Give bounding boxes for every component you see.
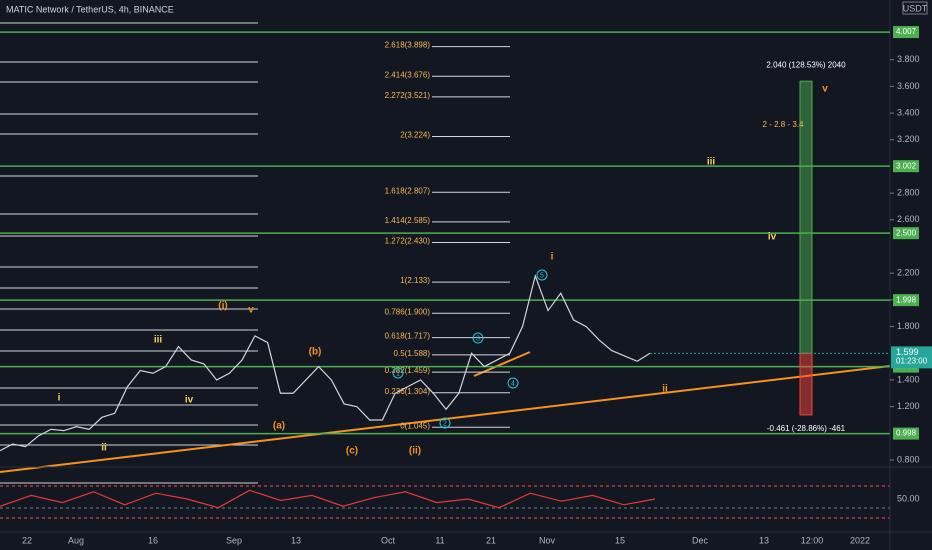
wave-label: ii — [662, 384, 668, 395]
x-tick-label: 11 — [435, 535, 444, 545]
currency: USDT — [903, 3, 928, 13]
wave-number: 3 — [476, 335, 480, 342]
x-tick-label: 15 — [615, 535, 625, 545]
profit-label: 2.040 (128.53%) 2040 — [766, 60, 846, 69]
wave-number: 4 — [511, 380, 515, 387]
y-tick-label: 1.800 — [897, 321, 920, 331]
wave-label: ii — [101, 443, 107, 454]
wave-label: (a) — [273, 421, 285, 432]
wave-label: (b) — [309, 347, 322, 358]
wave-circle — [507, 377, 519, 389]
y-tick-label: 3.200 — [897, 134, 920, 144]
y-tick-label: 1.200 — [897, 401, 920, 411]
x-tick-label: Sep — [226, 535, 242, 545]
fib-label: 0(1.045) — [400, 421, 430, 430]
fib-label: 1.414(2.585) — [385, 216, 431, 225]
level-label: 3.002 — [896, 161, 917, 170]
level-box — [893, 427, 919, 440]
fib-label: 2.414(3.676) — [385, 70, 431, 79]
fib-label: 1.272(2.430) — [385, 237, 431, 246]
y-tick-label: 3.400 — [897, 107, 920, 117]
fib-label: 1.618(2.807) — [385, 186, 431, 195]
wave-circle — [536, 269, 548, 281]
y-tick-label: 1.400 — [897, 374, 920, 384]
x-tick-label: 2022 — [850, 535, 870, 545]
targets-label: 2 - 2.8 - 3.4 — [763, 120, 804, 129]
wave-label: v — [248, 305, 254, 316]
chart-title: MATIC Network / TetherUS, 4h, BINANCE — [6, 4, 174, 14]
last-price: 1.599 — [896, 347, 919, 357]
x-tick-label: Oct — [381, 535, 396, 545]
fib-label: 2.272(3.521) — [385, 91, 431, 100]
fib-label: 0.236(1.304) — [385, 387, 431, 396]
x-tick-label: 16 — [148, 535, 158, 545]
x-tick-label: Dec — [692, 535, 709, 545]
fib-label: 0.5(1.588) — [394, 349, 431, 358]
wave-label: i — [58, 393, 61, 404]
wave-label: i — [551, 252, 554, 263]
wave-label: (c) — [346, 446, 358, 457]
wave-label: iii — [707, 157, 716, 168]
y-tick-label: 2.600 — [897, 214, 920, 224]
wave-label: iv — [185, 395, 194, 406]
level-label: 2.500 — [896, 228, 917, 237]
x-tick-label: 22 — [22, 535, 32, 545]
fib-label: 0.618(1.717) — [385, 332, 431, 341]
wave-label: v — [822, 84, 828, 95]
last-price-box — [891, 346, 932, 369]
countdown: 01:23:00 — [896, 356, 928, 365]
loss-zone — [799, 352, 813, 416]
level-box — [893, 26, 919, 39]
level-label: 4.007 — [896, 27, 917, 36]
y-tick-label: 0.800 — [897, 454, 920, 464]
wave-label: (ii) — [409, 446, 421, 457]
fib-label: 1(2.133) — [400, 276, 430, 285]
y-tick-label: 3.800 — [897, 54, 920, 64]
currency-box — [902, 1, 928, 15]
wave-circle — [439, 417, 451, 429]
x-tick-label: Nov — [539, 535, 556, 545]
fib-label: 0.786(1.900) — [385, 307, 431, 316]
level-box — [893, 227, 919, 240]
wave-circle — [392, 367, 404, 379]
fib-label: 0.382(1.459) — [385, 366, 431, 375]
wave-label: iii — [154, 335, 163, 346]
x-tick-label: 13 — [759, 535, 769, 545]
rsi-line — [0, 489, 656, 509]
level-box — [893, 294, 919, 307]
wave-number: 2 — [443, 420, 447, 427]
x-tick-label: Aug — [68, 535, 84, 545]
wave-label: iv — [768, 232, 777, 243]
y-tick-label: 2.800 — [897, 188, 920, 198]
x-tick-label: 13 — [291, 535, 301, 545]
wave-label: (i) — [218, 301, 227, 312]
wave-number: 1 — [396, 370, 400, 377]
loss-label: -0.461 (-28.86%) -461 — [767, 424, 846, 433]
x-tick-label: 21 — [486, 535, 496, 545]
y-tick-label: 3.600 — [897, 81, 920, 91]
x-tick-label: 12:00 — [801, 535, 824, 545]
y-tick-label: 2.200 — [897, 268, 920, 278]
wave-circle — [472, 332, 484, 344]
price-line — [0, 273, 651, 452]
level-box — [893, 160, 919, 173]
wave-number: 5 — [540, 272, 544, 279]
rsi-tick-label: 50.00 — [897, 493, 920, 503]
level-label: 0.998 — [896, 429, 917, 438]
fib-label: 2.618(3.898) — [385, 41, 431, 50]
level-label: 1.998 — [896, 295, 917, 304]
fib-label: 2(3.224) — [400, 131, 430, 140]
